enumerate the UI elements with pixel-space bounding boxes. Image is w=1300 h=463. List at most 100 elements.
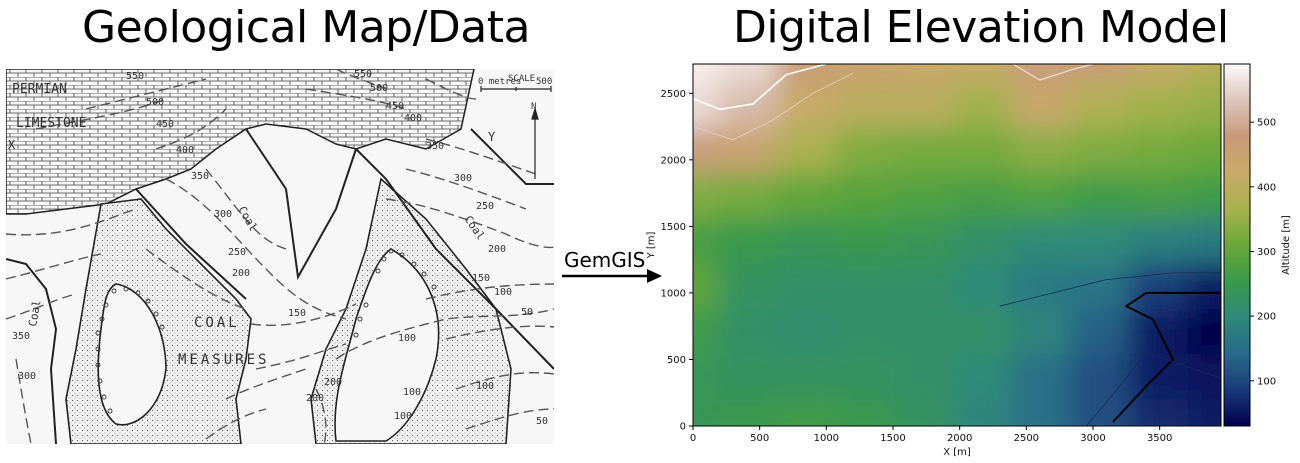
contour-line [1112,291,1221,423]
contour-label: 300 [18,371,36,382]
heatmap-cell [953,82,1020,136]
heatmap-cell [777,127,844,182]
contour-label: 300 [454,173,472,184]
contour-label: 450 [156,119,174,130]
heatmap-cell [835,308,903,363]
heatmap-cell [835,263,903,317]
colorbar-tick-label: 100 [1257,376,1276,387]
heatmap-cell [835,173,903,227]
heatmap-cell [953,173,1020,227]
heatmap-cell [953,218,1020,272]
contour-label: 100 [394,411,412,422]
x-tick-label: 500 [750,433,769,444]
scale-title-label: SCALE [508,74,535,84]
heatmap-cell [1070,218,1137,272]
heatmap-cell [777,173,844,227]
colorbar-label: Altitude [m] [1281,215,1292,275]
heatmap-cell [1187,354,1221,408]
geological-map-image: PERMIAN LIMESTONE COAL MEASURES SCALE 0 … [6,69,554,444]
contour-line [999,272,1221,307]
x-tick-label: 2000 [947,433,972,444]
y-mark-label: Y [488,130,496,144]
contour-label: 50 [536,416,548,427]
heatmap-cell [1011,354,1079,408]
heatmap-cell [1011,173,1079,227]
colorbar-tick-label: 500 [1257,118,1276,129]
contour-label: 250 [476,201,494,212]
heatmap-cell [953,127,1020,182]
coal-label: COAL [194,315,240,331]
contour-label: 100 [398,333,416,344]
heatmap-cell [1070,399,1137,426]
heatmap-cell [1070,127,1137,182]
heatmap-cell [894,218,961,272]
colorbar [1223,63,1251,427]
heatmap-cell [835,127,903,182]
y-tick-label: 2500 [661,89,686,100]
heatmap-cell [718,127,785,182]
scale-right-label: 500 [536,77,552,87]
contour-label: 150 [288,308,306,319]
conversion-arrow: GemGIS [561,248,665,288]
coal-measures-inner [97,283,167,426]
elevation-contours [693,64,1221,426]
heatmap-cell [835,82,903,136]
arrow-head-icon [647,269,662,283]
contour-label: 300 [214,209,232,220]
heatmap-cell [1011,82,1079,136]
heatmap-cell [777,263,844,317]
heatmap-cell [1187,82,1221,136]
x-axis: 0 500 1000 1500 2000 2500 3000 3500 [690,426,1172,444]
heatmap-cell [1070,308,1137,363]
contour-label: 350 [426,141,444,152]
contour-label: 200 [306,393,324,404]
heatmap-cell [1070,354,1137,408]
limestone-label: LIMESTONE [16,116,86,131]
heatmap-cell [835,218,903,272]
north-label: N [531,102,536,112]
coal-seam-label-b: Coal [26,299,43,327]
heatmap-cell [835,399,903,426]
heatmap-cell [1011,263,1079,317]
contour-line [693,72,854,141]
x-mark-label: X [8,138,16,152]
heatmap-cell [953,354,1020,408]
heatmap-cell [1070,173,1137,227]
heatmap-cell [1187,218,1221,272]
heatmap-cell [894,399,961,426]
heatmap-cell [1187,399,1221,426]
colorbar-tick-label: 300 [1257,247,1276,258]
heatmap-cell [1187,173,1221,227]
coal-measures-right-inner [334,248,440,442]
heatmap-cell [1011,127,1079,182]
heatmap-cell [718,308,785,363]
heatmap-cell [718,173,785,227]
heatmap-cell [894,173,961,227]
heatmap-cell [953,263,1020,317]
contour-label: 150 [472,273,490,284]
x-tick-label: 1000 [814,433,839,444]
contour-label: 550 [354,69,372,80]
heatmap-cell [1011,399,1079,426]
contour-label: 450 [386,101,404,112]
scale-left-label: 0 metres [478,77,521,87]
heatmap-cell [1129,173,1196,227]
contour-label: 500 [370,83,388,94]
heatmap-cell [1129,399,1196,426]
heatmap-cell [1129,354,1196,408]
heatmap-cell [894,127,961,182]
heatmap-cell [718,218,785,272]
heatmap-cell [894,308,961,363]
y-tick-label: 2000 [661,155,686,166]
heatmap-cell [894,82,961,136]
heatmap-cell [777,218,844,272]
contour-label: 200 [232,268,250,279]
heatmap-cell [777,308,844,363]
heatmap-cell [953,399,1020,426]
permian-label: PERMIAN [12,82,67,97]
contour-label: 500 [146,97,164,108]
contour-label: 350 [191,171,209,182]
heatmap-cell [777,82,844,136]
x-tick-label: 3500 [1147,433,1172,444]
